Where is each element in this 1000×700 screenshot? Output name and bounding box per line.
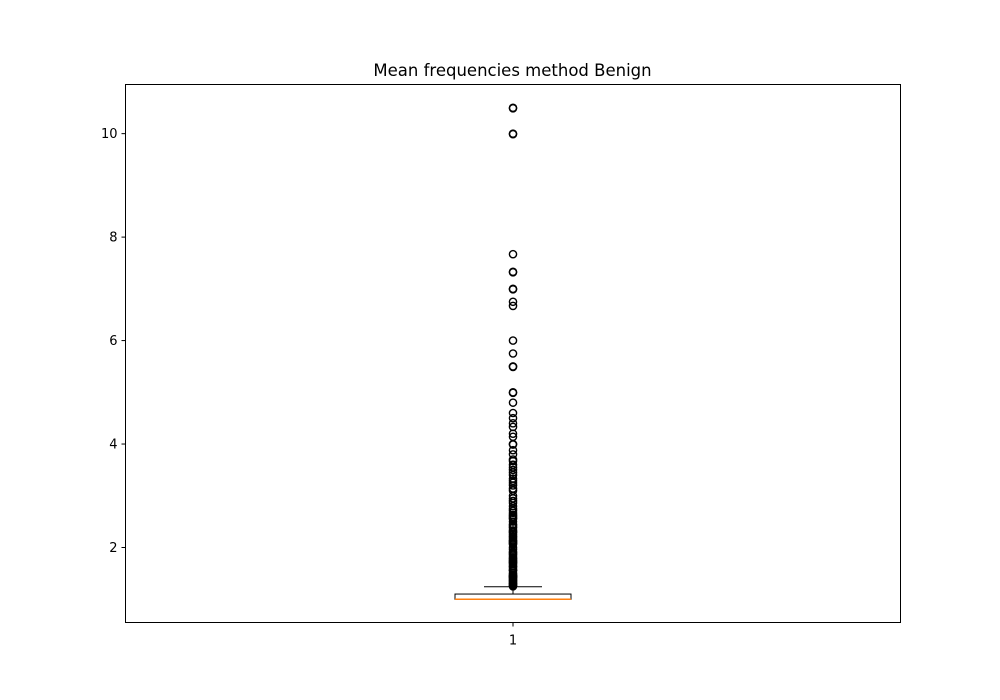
outlier-point (508, 297, 518, 307)
outlier-point (508, 481, 518, 490)
outlier-point (508, 336, 518, 345)
outlier-point (508, 285, 518, 294)
outlier-point (508, 465, 518, 475)
plot-area: 2 4 6 8 10 1 (101, 103, 572, 649)
outlier-point (508, 249, 518, 259)
outlier-point (508, 440, 518, 449)
outlier-point (508, 429, 518, 438)
outlier-point (508, 129, 518, 139)
outlier-point (508, 267, 518, 277)
axes-frame (125, 84, 901, 623)
chart-title: Mean frequencies method Benign (373, 61, 651, 80)
outlier-point (508, 388, 518, 398)
outlier-point (508, 103, 518, 113)
y-tick-label: 8 (109, 231, 117, 246)
outlier-point (508, 456, 518, 466)
outlier-point (508, 419, 518, 428)
outlier-point (508, 408, 518, 418)
outlier-point (508, 362, 518, 372)
outlier-point (508, 398, 518, 407)
outlier-point (508, 301, 518, 311)
outlier-point (508, 468, 518, 477)
x-tick-label: 1 (509, 634, 517, 649)
y-tick-label: 10 (101, 127, 118, 142)
y-tick-label: 4 (109, 438, 117, 453)
y-tick-label: 2 (109, 541, 117, 556)
y-tick-label: 6 (109, 334, 117, 349)
outlier-point (508, 445, 518, 455)
outlier-point (508, 517, 518, 526)
outlier-point (508, 349, 518, 358)
outlier-point (508, 581, 518, 591)
outlier-point (508, 413, 518, 423)
